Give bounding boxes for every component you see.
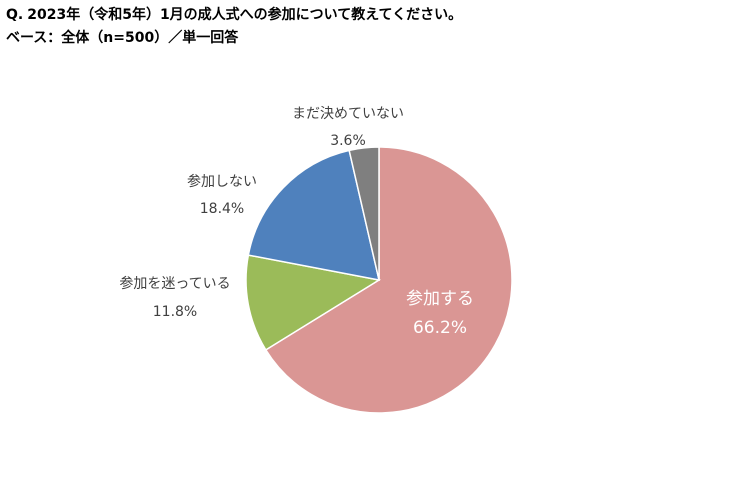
slice-label-4: まだ決めていない bbox=[292, 106, 404, 122]
pie-slice-2 bbox=[245, 254, 382, 351]
slice-label-2: 参加を迷っている bbox=[119, 275, 230, 292]
pie-labels: 参加する 66.2% 参加を迷っている 11.8% 参加しない 18.4% まだ決めていない… bbox=[119, 106, 474, 338]
slice-label-3: 参加しない bbox=[187, 173, 257, 190]
slice-value-3: 18.4% bbox=[200, 201, 244, 217]
slice-value-4: 3.6% bbox=[330, 133, 366, 149]
question-prefix: Q. bbox=[6, 7, 24, 23]
pie-slice-4 bbox=[348, 146, 380, 281]
pie-slice-1 bbox=[264, 146, 513, 414]
slice-label-1: 参加する bbox=[406, 289, 474, 309]
base-line: ベース：全体（n=500）／単一回答 bbox=[6, 30, 239, 46]
question-line: Q. 2023年（令和5年）1月の成人式への参加について教えてください。 bbox=[6, 4, 726, 27]
pie-slice-3 bbox=[247, 149, 380, 281]
slice-value-2: 11.8% bbox=[153, 304, 197, 320]
question-text: 2023年（令和5年）1月の成人式への参加について教えてください。 bbox=[27, 7, 463, 23]
chart-header: Q. 2023年（令和5年）1月の成人式への参加について教えてください。 ベース：… bbox=[6, 4, 726, 50]
pie-slices bbox=[245, 146, 513, 414]
slice-value-1: 66.2% bbox=[413, 318, 467, 338]
